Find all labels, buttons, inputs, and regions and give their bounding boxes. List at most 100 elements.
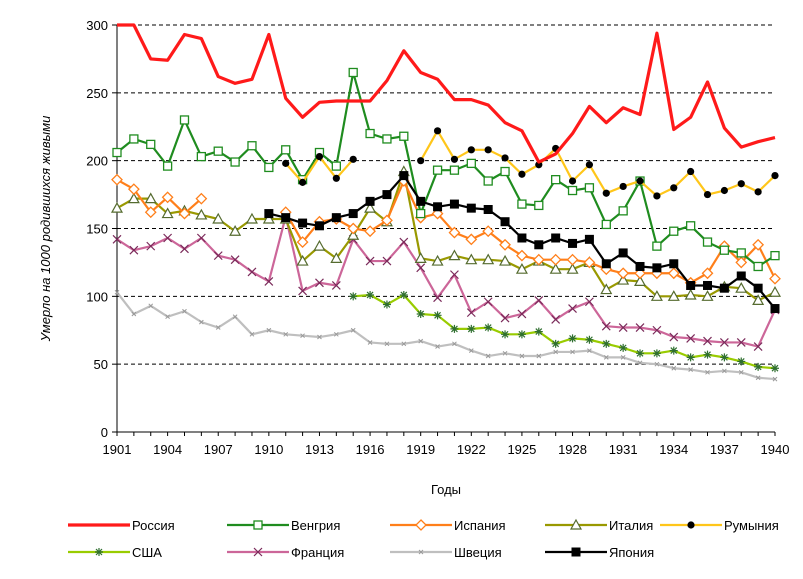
data-point bbox=[196, 151, 207, 162]
x-tick-label: 1928 bbox=[558, 442, 587, 457]
data-point bbox=[180, 244, 189, 254]
data-point bbox=[502, 350, 508, 356]
data-point bbox=[467, 146, 475, 154]
data-point bbox=[501, 154, 509, 162]
data-point bbox=[687, 167, 695, 176]
data-point bbox=[365, 196, 375, 206]
data-point bbox=[144, 206, 157, 219]
data-point bbox=[637, 360, 643, 366]
data-point bbox=[416, 263, 426, 273]
data-point bbox=[196, 233, 206, 243]
data-point bbox=[571, 547, 581, 557]
data-point bbox=[516, 249, 528, 262]
data-point bbox=[618, 248, 628, 258]
data-point bbox=[264, 276, 274, 286]
data-point bbox=[212, 212, 225, 224]
legend-item: Венгрия bbox=[227, 518, 340, 533]
data-point bbox=[635, 323, 645, 332]
data-point bbox=[179, 115, 190, 125]
data-point bbox=[114, 289, 120, 295]
data-point bbox=[549, 253, 562, 266]
data-point bbox=[182, 308, 187, 314]
data-point bbox=[686, 280, 696, 290]
data-point bbox=[148, 303, 154, 309]
series-line bbox=[419, 129, 776, 198]
series-5 bbox=[282, 127, 779, 200]
y-tick-label: 200 bbox=[86, 154, 108, 169]
data-point bbox=[670, 184, 678, 192]
data-point bbox=[602, 189, 610, 197]
data-point bbox=[770, 304, 780, 314]
data-point bbox=[482, 225, 495, 238]
data-point bbox=[771, 364, 779, 373]
data-point bbox=[500, 217, 510, 227]
data-point bbox=[600, 283, 613, 295]
data-point bbox=[317, 334, 322, 340]
data-point bbox=[635, 261, 645, 271]
data-point bbox=[735, 281, 748, 293]
data-point bbox=[163, 233, 173, 243]
data-point bbox=[482, 253, 495, 265]
x-axis-label: Годы bbox=[431, 482, 461, 497]
data-point bbox=[435, 344, 440, 349]
data-point bbox=[229, 224, 242, 236]
series-1 bbox=[117, 23, 776, 164]
data-point bbox=[199, 319, 204, 325]
data-point bbox=[282, 159, 290, 167]
data-point bbox=[315, 152, 324, 161]
y-tick-label: 300 bbox=[86, 18, 108, 33]
data-point bbox=[703, 336, 712, 346]
data-point bbox=[650, 290, 663, 301]
data-point bbox=[703, 280, 713, 290]
data-point bbox=[484, 323, 493, 332]
x-tick-labels: 1901 1904 1907 1910 1913 1916 1919 1922 1925 1928… bbox=[103, 442, 790, 457]
series-2 bbox=[112, 67, 780, 272]
data-point bbox=[634, 275, 647, 287]
x-tick-label: 1931 bbox=[609, 442, 638, 457]
data-point bbox=[701, 290, 714, 301]
data-point bbox=[722, 368, 727, 374]
data-point bbox=[536, 353, 542, 359]
data-point bbox=[568, 304, 577, 313]
data-point bbox=[146, 139, 156, 150]
data-point bbox=[534, 295, 544, 305]
data-point bbox=[112, 147, 122, 158]
data-point bbox=[165, 314, 170, 320]
series-6 bbox=[349, 290, 779, 373]
data-point bbox=[702, 237, 713, 247]
data-point bbox=[448, 249, 461, 261]
data-point bbox=[382, 190, 392, 200]
data-point bbox=[298, 178, 307, 186]
data-point bbox=[348, 209, 358, 219]
data-point bbox=[161, 191, 174, 204]
legend-label: Испания bbox=[454, 518, 506, 533]
data-point bbox=[736, 271, 746, 281]
data-point bbox=[652, 263, 662, 273]
data-point bbox=[161, 207, 174, 219]
data-point bbox=[752, 294, 765, 306]
x-tick-label: 1919 bbox=[406, 442, 435, 457]
data-point bbox=[364, 201, 377, 213]
data-point bbox=[619, 182, 627, 191]
data-point bbox=[583, 256, 596, 269]
data-point bbox=[619, 343, 628, 352]
data-point bbox=[770, 250, 780, 261]
data-point bbox=[253, 547, 263, 557]
data-point bbox=[719, 338, 729, 347]
data-point bbox=[736, 248, 746, 258]
data-point bbox=[264, 209, 274, 219]
data-point bbox=[703, 350, 712, 359]
data-point bbox=[603, 355, 609, 360]
data-point bbox=[584, 183, 595, 193]
data-point bbox=[415, 519, 427, 531]
data-point bbox=[669, 346, 678, 355]
data-point bbox=[587, 348, 592, 353]
data-point bbox=[331, 281, 341, 290]
data-point bbox=[127, 192, 140, 204]
data-point bbox=[566, 253, 579, 266]
data-point bbox=[568, 238, 578, 248]
data-point bbox=[399, 131, 409, 141]
data-point bbox=[636, 177, 644, 185]
series-line bbox=[116, 71, 776, 268]
data-point bbox=[535, 161, 543, 169]
